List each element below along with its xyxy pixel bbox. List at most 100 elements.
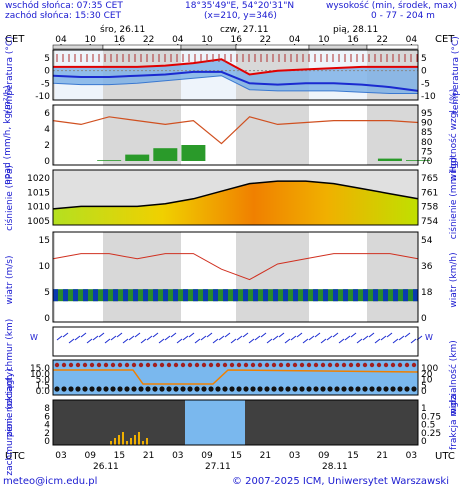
wind-direction-arrow (68, 338, 75, 344)
cloud-base-dot (222, 386, 228, 392)
wind-mean-segment (373, 289, 378, 302)
cloud-top-dot (201, 362, 207, 368)
fog-axis-label: frakcja mgła (449, 394, 459, 450)
wind-mean-segment (133, 289, 138, 302)
top-hour-label: 16 (114, 35, 126, 45)
wind-direction-arrow (398, 335, 405, 341)
top-hour-label: 10 (201, 35, 213, 45)
wind-mean-segment (283, 289, 288, 302)
wind-direction-arrow (404, 332, 411, 338)
cloud-base-dot (61, 386, 67, 392)
cloud-top-dot (390, 362, 396, 368)
y-tick-label: -5 (41, 79, 50, 89)
wind-direction-arrow (218, 335, 225, 341)
wind-mean-segment (253, 289, 258, 302)
top-hour-label: 16 (230, 35, 242, 45)
y-tick-label-right: 5 (421, 381, 427, 391)
panel-frame (52, 399, 419, 446)
wind-mean-segment (113, 289, 118, 302)
wind-direction-arrow (272, 335, 279, 341)
top-hour-label: 10 (84, 35, 96, 45)
cloud-base-dot (180, 386, 186, 392)
y-tick-label: 1.5 (36, 381, 50, 391)
wind-direction-arrow (392, 338, 399, 344)
top-hour-label: 22 (260, 35, 271, 45)
wind-direction-arrow (74, 335, 81, 341)
cloud-base-dot (215, 386, 221, 392)
wind-mean-segment (313, 289, 318, 302)
cloud-base-dot (138, 386, 144, 392)
bottom-hour-label: 21 (260, 451, 271, 461)
wind-direction-arrow (266, 338, 273, 344)
wind-direction-arrow (206, 332, 213, 338)
fog-bar (142, 441, 144, 445)
cloud-base-dot (313, 386, 319, 392)
top-hour-label: 10 (318, 35, 330, 45)
y-tick-label-right: 54 (421, 236, 433, 246)
y-tick-label-right: 70 (421, 157, 433, 167)
cloud-top-dot (159, 362, 165, 368)
cloud-base-dot (152, 386, 158, 392)
timezone-bottom-left: UTC (5, 451, 25, 462)
panel-frame (52, 231, 419, 323)
cloud-base-dot (229, 386, 235, 392)
cloud-top-dot (355, 362, 361, 368)
temp-max-line (53, 58, 418, 76)
bottom-hour-label: 15 (347, 451, 358, 461)
grid-label: (x=210, y=346) (204, 11, 277, 21)
wind-mean-segment (83, 289, 88, 302)
y-tick-label: -10 (35, 92, 50, 102)
top-hour-label: 04 (406, 35, 418, 45)
cloud-base-dot (327, 386, 333, 392)
y-tick-label: 15.0 (30, 364, 50, 374)
cloud-base-dot (334, 386, 340, 392)
y-tick-label-right: 85 (421, 128, 432, 138)
cloud-top-dot (180, 362, 186, 368)
y-tick-label-right: 765 (421, 174, 438, 184)
bottom-hour-label: 09 (318, 451, 330, 461)
cloud-base-dot (110, 386, 116, 392)
wind-direction-arrow (314, 332, 321, 338)
cloud-top-dot (243, 362, 249, 368)
precip-bar (377, 158, 402, 161)
fog-bar (146, 438, 148, 445)
sunset-label: zachód słońca: 15:30 CET (5, 11, 122, 21)
day-bar (366, 44, 419, 50)
wind-direction-arrow (116, 332, 123, 338)
wind-mean-segment (303, 289, 308, 302)
altitude-title: wysokość (min, środek, max) (326, 1, 457, 11)
cloud-base-dot (54, 386, 60, 392)
cloud-base-dot (243, 386, 249, 392)
cloud-base-dot (369, 386, 375, 392)
cloud-top-dot (96, 362, 102, 368)
panel-frame (52, 169, 419, 226)
wind-direction-arrow (128, 335, 135, 341)
pressure-line (52, 180, 419, 210)
cloud-top-dot (271, 362, 277, 368)
cloud-top-dot (82, 362, 88, 368)
fog-bar (118, 435, 120, 445)
cloud-top-dot (278, 362, 284, 368)
temp-axis-label-left: temperatura (°C) (5, 36, 15, 113)
fog-bar (122, 432, 124, 445)
cloud-top-dot (124, 362, 130, 368)
y-tick-label-right: 0.25 (421, 429, 441, 439)
day-bar (180, 44, 237, 50)
wind-direction-arrow (200, 335, 207, 341)
cloud-top-dot (229, 362, 235, 368)
wind-mean-segment (343, 289, 348, 302)
wind-direction-arrow (56, 335, 63, 341)
wind-mean-segment (263, 289, 268, 302)
cloud-top-dot (89, 362, 95, 368)
footer-email[interactable]: meteo@icm.edu.pl (3, 476, 98, 487)
cloud-base-dot (397, 386, 403, 392)
night-shade (53, 105, 55, 165)
cloud-top-dot (341, 362, 347, 368)
wind-mean-segment (153, 289, 158, 302)
precip-bar (181, 145, 206, 161)
fog-bar (134, 435, 136, 445)
cloud-base-dot (250, 386, 256, 392)
day-bar (235, 44, 310, 50)
panel-frame (52, 326, 419, 357)
